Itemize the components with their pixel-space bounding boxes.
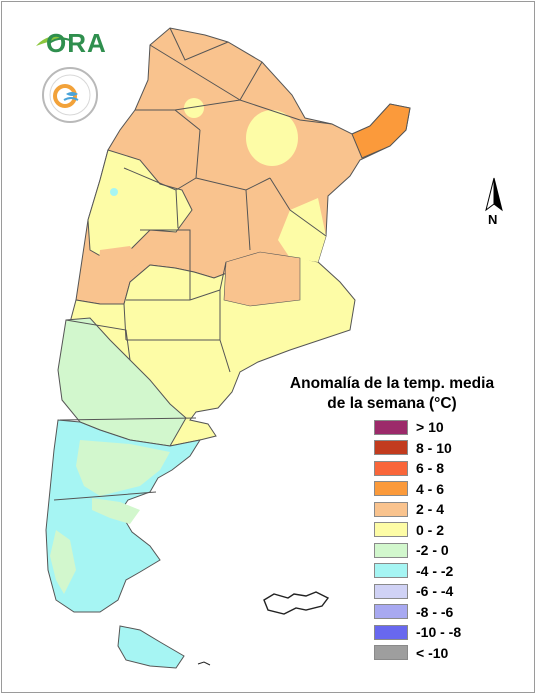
legend-swatch (374, 604, 408, 619)
argentina-landmass (45, 27, 411, 669)
legend-swatch (374, 481, 408, 496)
legend-label: -2 - 0 (416, 542, 449, 558)
legend-swatch (374, 440, 408, 455)
legend-item: < -10 (374, 644, 448, 662)
legend-swatch (374, 563, 408, 578)
legend-swatch (374, 522, 408, 537)
legend-label: 2 - 4 (416, 501, 445, 517)
legend-swatch (374, 624, 408, 640)
legend-item: -8 - -6 (374, 603, 453, 621)
legend-label: -10 - -8 (416, 624, 462, 640)
legend-swatch (374, 419, 408, 435)
legend-swatch (374, 583, 408, 599)
legend-item: -2 - 0 (374, 541, 449, 559)
legend-swatch (374, 645, 408, 660)
ora-leaf-icon (36, 36, 71, 46)
legend-title-line2: de la semana (°C) (327, 395, 457, 412)
legend-item: -6 - -4 (374, 582, 453, 600)
legend-swatch (374, 542, 408, 558)
legend-label: -6 - -4 (416, 583, 454, 599)
legend-label: -8 - -6 (416, 603, 454, 620)
legend-label: 0 - 2 (416, 521, 445, 538)
legend-swatch (374, 460, 408, 476)
legend-label: > 10 (416, 419, 444, 435)
legend-item: 6 - 8 (374, 459, 444, 477)
legend-item: > 10 (374, 418, 444, 436)
legend-item: -4 - -2 (374, 562, 453, 580)
legend-label: 4 - 6 (416, 480, 445, 497)
legend-label: -4 - -2 (416, 562, 454, 579)
legend-item: 8 - 10 (374, 439, 452, 457)
north-label: N (488, 212, 498, 227)
legend-item: 2 - 4 (374, 500, 444, 518)
smn-seal-icon (42, 67, 98, 123)
legend-label: 6 - 8 (416, 460, 445, 476)
legend-label: 8 - 10 (416, 439, 452, 456)
legend-title-line1: Anomalía de la temp. media (289, 375, 495, 392)
legend-item: -10 - -8 (374, 623, 461, 641)
legend-item: 4 - 6 (374, 480, 444, 498)
legend-item: 0 - 2 (374, 521, 444, 539)
legend-label: < -10 (416, 644, 449, 661)
legend-swatch (374, 501, 408, 517)
north-arrow-icon (485, 177, 503, 212)
ora-logo-text: ORA (46, 28, 107, 58)
legend-title: Anomalía de la temp. media de la semana … (288, 374, 496, 414)
